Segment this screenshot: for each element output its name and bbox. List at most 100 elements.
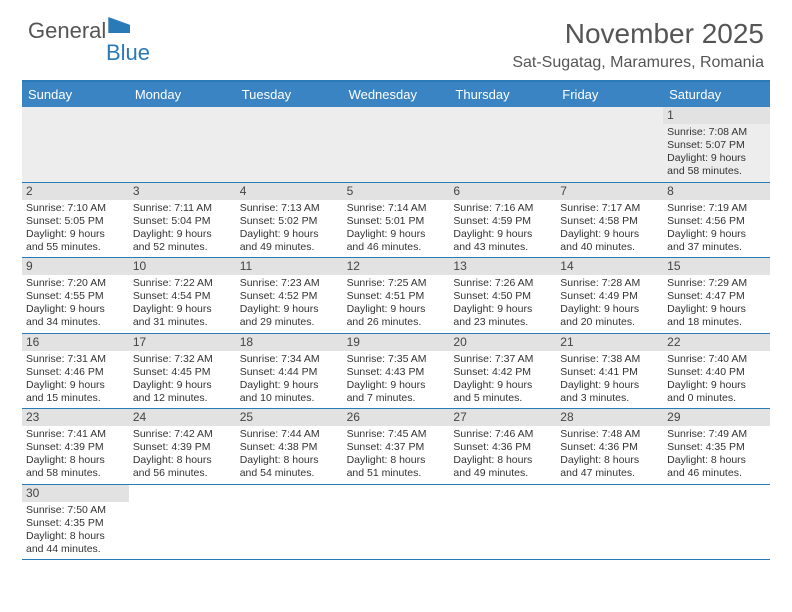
weekday-sat: Saturday	[663, 82, 770, 107]
day-number: 19	[343, 334, 450, 351]
day-line: Sunset: 4:50 PM	[453, 290, 552, 303]
day-number: 12	[343, 258, 450, 275]
day-line: Sunrise: 7:48 AM	[560, 428, 659, 441]
day-number: 17	[129, 334, 236, 351]
day-number: 11	[236, 258, 343, 275]
day-line: and 26 minutes.	[347, 316, 446, 329]
day-line: Sunset: 4:36 PM	[453, 441, 552, 454]
day-number: 28	[556, 409, 663, 426]
day-cell: 25Sunrise: 7:44 AMSunset: 4:38 PMDayligh…	[236, 409, 343, 484]
day-line: Daylight: 9 hours	[667, 303, 766, 316]
day-cell: 26Sunrise: 7:45 AMSunset: 4:37 PMDayligh…	[343, 409, 450, 484]
weekday-mon: Monday	[129, 82, 236, 107]
day-detail: Sunrise: 7:50 AMSunset: 4:35 PMDaylight:…	[26, 504, 125, 557]
day-line: Sunrise: 7:08 AM	[667, 126, 766, 139]
day-line: and 15 minutes.	[26, 392, 125, 405]
day-detail: Sunrise: 7:41 AMSunset: 4:39 PMDaylight:…	[26, 428, 125, 481]
day-line: Sunset: 4:42 PM	[453, 366, 552, 379]
day-detail: Sunrise: 7:20 AMSunset: 4:55 PMDaylight:…	[26, 277, 125, 330]
day-number: 3	[129, 183, 236, 200]
day-line: and 3 minutes.	[560, 392, 659, 405]
logo-text-2: Blue	[106, 40, 150, 66]
day-line: Sunset: 4:54 PM	[133, 290, 232, 303]
day-line: and 46 minutes.	[347, 241, 446, 254]
day-detail: Sunrise: 7:38 AMSunset: 4:41 PMDaylight:…	[560, 353, 659, 406]
day-line: Sunset: 4:59 PM	[453, 215, 552, 228]
day-line: Sunrise: 7:22 AM	[133, 277, 232, 290]
day-line: Sunrise: 7:29 AM	[667, 277, 766, 290]
day-line: Sunrise: 7:44 AM	[240, 428, 339, 441]
day-number: 15	[663, 258, 770, 275]
weekday-thu: Thursday	[449, 82, 556, 107]
day-line: Daylight: 9 hours	[347, 228, 446, 241]
day-number: 27	[449, 409, 556, 426]
day-detail: Sunrise: 7:13 AMSunset: 5:02 PMDaylight:…	[240, 202, 339, 255]
day-cell: 29Sunrise: 7:49 AMSunset: 4:35 PMDayligh…	[663, 409, 770, 484]
day-line: Daylight: 8 hours	[133, 454, 232, 467]
weekday-sun: Sunday	[22, 82, 129, 107]
day-line: Sunrise: 7:14 AM	[347, 202, 446, 215]
empty-cell	[449, 107, 556, 182]
empty-cell	[22, 107, 129, 182]
day-line: Sunset: 4:52 PM	[240, 290, 339, 303]
empty-cell	[556, 107, 663, 182]
day-number: 2	[22, 183, 129, 200]
day-line: Sunrise: 7:16 AM	[453, 202, 552, 215]
day-detail: Sunrise: 7:34 AMSunset: 4:44 PMDaylight:…	[240, 353, 339, 406]
day-line: and 31 minutes.	[133, 316, 232, 329]
empty-cell	[343, 485, 450, 560]
day-number: 10	[129, 258, 236, 275]
day-detail: Sunrise: 7:42 AMSunset: 4:39 PMDaylight:…	[133, 428, 232, 481]
day-number: 30	[22, 485, 129, 502]
day-line: Sunset: 4:58 PM	[560, 215, 659, 228]
calendar-row: 30 Sunrise: 7:50 AMSunset: 4:35 PMDayligh…	[22, 485, 770, 561]
day-line: Sunrise: 7:11 AM	[133, 202, 232, 215]
day-line: and 23 minutes.	[453, 316, 552, 329]
day-line: and 37 minutes.	[667, 241, 766, 254]
day-line: and 10 minutes.	[240, 392, 339, 405]
day-line: Daylight: 9 hours	[26, 379, 125, 392]
day-line: Sunset: 4:40 PM	[667, 366, 766, 379]
day-line: Sunrise: 7:45 AM	[347, 428, 446, 441]
weekday-wed: Wednesday	[343, 82, 450, 107]
day-detail: Sunrise: 7:14 AMSunset: 5:01 PMDaylight:…	[347, 202, 446, 255]
day-cell: 3 Sunrise: 7:11 AMSunset: 5:04 PMDaylight…	[129, 183, 236, 258]
day-detail: Sunrise: 7:17 AMSunset: 4:58 PMDaylight:…	[560, 202, 659, 255]
day-line: Sunrise: 7:34 AM	[240, 353, 339, 366]
day-line: and 47 minutes.	[560, 467, 659, 480]
day-line: Sunrise: 7:35 AM	[347, 353, 446, 366]
day-line: Daylight: 9 hours	[240, 228, 339, 241]
day-detail: Sunrise: 7:25 AMSunset: 4:51 PMDaylight:…	[347, 277, 446, 330]
weekday-tue: Tuesday	[236, 82, 343, 107]
day-line: Daylight: 9 hours	[560, 303, 659, 316]
day-line: Daylight: 8 hours	[453, 454, 552, 467]
day-cell: 11Sunrise: 7:23 AMSunset: 4:52 PMDayligh…	[236, 258, 343, 333]
day-number: 9	[22, 258, 129, 275]
day-cell: 20Sunrise: 7:37 AMSunset: 4:42 PMDayligh…	[449, 334, 556, 409]
day-detail: Sunrise: 7:11 AMSunset: 5:04 PMDaylight:…	[133, 202, 232, 255]
day-cell: 8Sunrise: 7:19 AMSunset: 4:56 PMDaylight…	[663, 183, 770, 258]
day-cell: 7Sunrise: 7:17 AMSunset: 4:58 PMDaylight…	[556, 183, 663, 258]
day-cell: 13Sunrise: 7:26 AMSunset: 4:50 PMDayligh…	[449, 258, 556, 333]
day-line: Daylight: 8 hours	[26, 530, 125, 543]
day-number: 22	[663, 334, 770, 351]
day-line: Sunrise: 7:32 AM	[133, 353, 232, 366]
day-cell: 30 Sunrise: 7:50 AMSunset: 4:35 PMDayligh…	[22, 485, 129, 560]
weekday-fri: Friday	[556, 82, 663, 107]
day-line: Sunrise: 7:41 AM	[26, 428, 125, 441]
day-detail: Sunrise: 7:40 AMSunset: 4:40 PMDaylight:…	[667, 353, 766, 406]
day-line: and 58 minutes.	[667, 165, 766, 178]
day-line: and 52 minutes.	[133, 241, 232, 254]
empty-cell	[343, 107, 450, 182]
day-line: Sunset: 4:55 PM	[26, 290, 125, 303]
day-cell: 10Sunrise: 7:22 AMSunset: 4:54 PMDayligh…	[129, 258, 236, 333]
day-cell: 17Sunrise: 7:32 AMSunset: 4:45 PMDayligh…	[129, 334, 236, 409]
day-line: Daylight: 8 hours	[240, 454, 339, 467]
empty-cell	[129, 485, 236, 560]
page-title: November 2025	[512, 18, 764, 50]
day-line: and 7 minutes.	[347, 392, 446, 405]
day-line: Sunset: 4:37 PM	[347, 441, 446, 454]
day-line: and 34 minutes.	[26, 316, 125, 329]
day-cell: 27Sunrise: 7:46 AMSunset: 4:36 PMDayligh…	[449, 409, 556, 484]
day-cell: 12 Sunrise: 7:25 AMSunset: 4:51 PMDayligh…	[343, 258, 450, 333]
